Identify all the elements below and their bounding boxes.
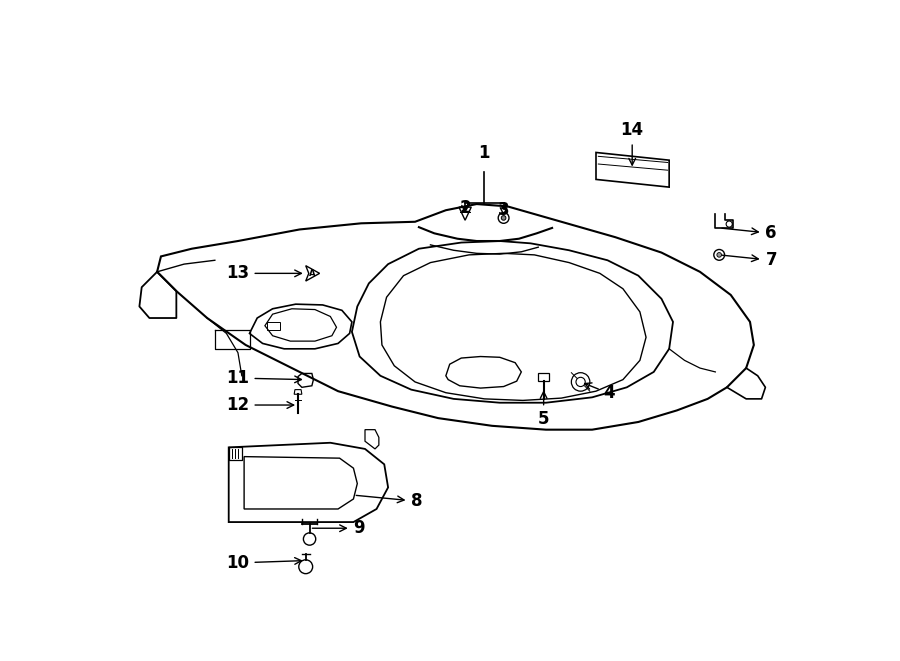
Text: 11: 11 [227, 369, 302, 387]
Text: 3: 3 [498, 201, 509, 219]
Text: 8: 8 [356, 492, 423, 510]
Text: 12: 12 [227, 396, 293, 414]
Text: 14: 14 [621, 122, 644, 165]
Text: A: A [309, 269, 315, 278]
Text: 1: 1 [479, 145, 490, 163]
Text: 13: 13 [227, 264, 302, 282]
Text: 9: 9 [312, 520, 365, 537]
Circle shape [717, 253, 722, 257]
Circle shape [501, 215, 506, 220]
Text: 6: 6 [722, 224, 777, 243]
Text: 10: 10 [227, 554, 302, 572]
Text: 7: 7 [722, 251, 777, 269]
Text: 4: 4 [585, 383, 616, 403]
Text: 5: 5 [538, 392, 549, 428]
Text: 2: 2 [459, 199, 471, 217]
